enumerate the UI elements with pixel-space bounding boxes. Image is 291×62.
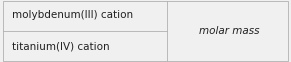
Text: molar mass: molar mass [199, 26, 259, 36]
Text: titanium(IV) cation: titanium(IV) cation [12, 41, 109, 52]
Text: molybdenum(III) cation: molybdenum(III) cation [12, 10, 133, 21]
